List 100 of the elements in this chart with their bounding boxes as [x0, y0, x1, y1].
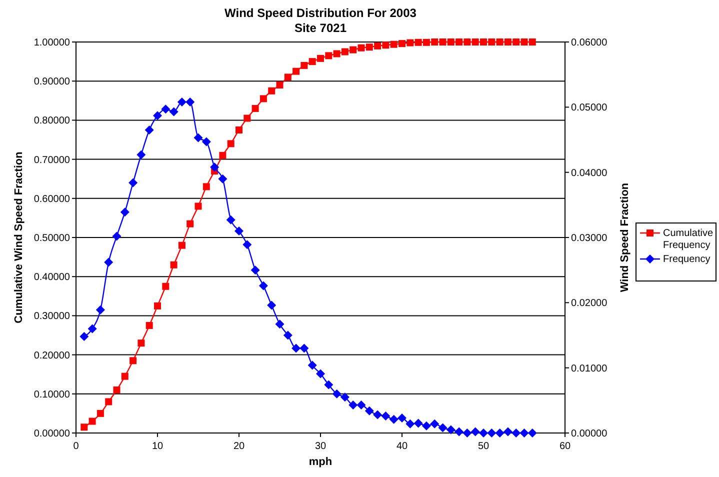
- point: [373, 410, 382, 420]
- point: [439, 38, 446, 46]
- point: [260, 95, 267, 102]
- point: [325, 52, 332, 60]
- point: [358, 44, 365, 52]
- point: [454, 427, 464, 436]
- point: [487, 428, 496, 438]
- point: [113, 386, 120, 394]
- y-tick-label: 0.90000: [34, 76, 70, 88]
- y2-tick-label: 0.03000: [571, 233, 608, 244]
- y-tick-label: 0.60000: [34, 194, 70, 205]
- point: [226, 215, 236, 224]
- x-axis-title: mph: [308, 456, 332, 468]
- point: [496, 38, 504, 46]
- point: [170, 261, 178, 268]
- point: [267, 300, 276, 310]
- x-tick-label: 60: [559, 441, 571, 452]
- point: [161, 104, 170, 114]
- point: [186, 97, 195, 106]
- point: [398, 40, 406, 48]
- point: [252, 104, 259, 112]
- point: [202, 137, 211, 146]
- y2-tick-label: 0.00000: [571, 428, 608, 440]
- point: [512, 428, 521, 438]
- point: [472, 38, 479, 46]
- legend-label: Cumulative Frequency: [663, 228, 714, 251]
- y-tick-label: 0.80000: [34, 116, 70, 127]
- y-tick-label: 0.00000: [34, 428, 70, 440]
- point: [186, 220, 194, 228]
- point: [430, 419, 440, 428]
- point: [162, 282, 170, 290]
- point: [520, 428, 529, 438]
- point: [308, 360, 317, 370]
- point: [356, 400, 366, 410]
- point: [332, 389, 342, 398]
- point: [348, 400, 358, 410]
- point: [169, 107, 178, 116]
- y2-tick-label: 0.04000: [571, 168, 608, 179]
- point: [105, 398, 112, 406]
- y2-tick-label: 0.06000: [571, 38, 608, 48]
- point: [234, 226, 244, 236]
- point: [96, 410, 104, 417]
- point: [178, 242, 186, 249]
- x-tick-label: 0: [73, 441, 80, 452]
- point: [316, 369, 325, 378]
- y-tick-label: 0.30000: [34, 311, 70, 322]
- point: [104, 258, 114, 267]
- point: [300, 62, 308, 69]
- point: [268, 87, 276, 94]
- point: [194, 202, 202, 210]
- point: [250, 266, 260, 275]
- chart-subtitle: Site 7021: [294, 21, 347, 35]
- y2-tick-label: 0.05000: [571, 102, 608, 114]
- point: [341, 48, 348, 56]
- point: [324, 380, 334, 390]
- point: [146, 322, 153, 329]
- legend-label: Frequency: [663, 254, 710, 265]
- x-tick-label: 50: [478, 441, 490, 452]
- point: [480, 38, 487, 46]
- point: [153, 111, 162, 120]
- point: [512, 38, 520, 46]
- point: [283, 330, 292, 340]
- point: [258, 281, 268, 290]
- point: [462, 428, 472, 438]
- point: [80, 424, 88, 431]
- point: [381, 412, 390, 421]
- point: [244, 114, 251, 122]
- point: [389, 414, 398, 424]
- point: [144, 125, 154, 134]
- point: [382, 42, 390, 49]
- point: [340, 392, 350, 402]
- point: [177, 97, 186, 106]
- point: [300, 344, 309, 353]
- x-tick-label: 10: [152, 441, 164, 452]
- point: [202, 183, 210, 190]
- point: [130, 357, 137, 364]
- point: [276, 82, 284, 89]
- point: [447, 38, 454, 46]
- point: [479, 428, 488, 438]
- y-tick-label: 0.50000: [34, 233, 70, 244]
- x-tick-label: 20: [233, 441, 245, 452]
- point: [112, 232, 122, 241]
- point: [414, 418, 423, 428]
- point: [284, 74, 292, 81]
- point: [495, 428, 504, 438]
- point: [350, 46, 357, 54]
- point: [80, 332, 89, 342]
- point: [422, 38, 430, 46]
- point: [464, 38, 471, 46]
- point: [374, 42, 382, 50]
- point: [398, 414, 406, 423]
- point: [88, 418, 96, 425]
- point: [154, 302, 161, 310]
- point: [503, 427, 512, 436]
- point: [275, 320, 284, 329]
- point: [210, 162, 220, 172]
- point: [431, 38, 438, 46]
- point: [456, 38, 463, 46]
- y-tick-label: 0.20000: [34, 350, 70, 362]
- y-tick-label: 0.70000: [34, 154, 70, 166]
